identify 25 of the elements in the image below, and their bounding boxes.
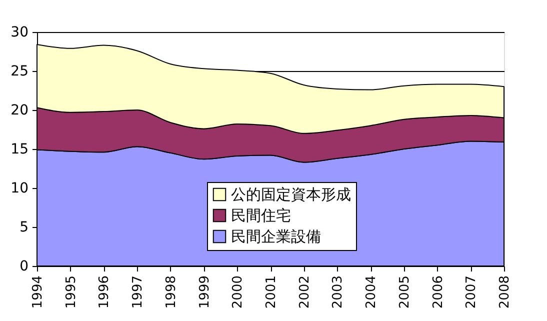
x-tick-label: 2000 — [230, 276, 246, 309]
y-tick-label: 0 — [20, 258, 28, 274]
x-tick-label: 1994 — [30, 276, 46, 309]
x-tick-label: 2007 — [464, 276, 480, 309]
y-tick-label: 30 — [10, 24, 28, 40]
x-tick-label: 1996 — [97, 276, 112, 309]
y-tick-label: 25 — [10, 64, 28, 80]
x-tick-label: 2001 — [264, 276, 279, 309]
x-tick-label: 2005 — [397, 276, 412, 309]
legend-label: 民間企業設備 — [231, 228, 321, 246]
y-tick-label: 10 — [10, 180, 28, 196]
y-tick-label: 5 — [20, 220, 28, 236]
x-tick-label: 1997 — [130, 276, 146, 309]
x-tick-label: 2003 — [330, 276, 346, 309]
x-tick-label: 2008 — [498, 276, 512, 309]
x-tick-label: 1995 — [64, 276, 79, 309]
y-tick-label: 20 — [10, 102, 28, 118]
x-tick-label: 1999 — [197, 276, 212, 309]
x-tick-label: 1998 — [164, 276, 179, 309]
x-tick-label: 2004 — [364, 276, 380, 309]
x-tick-label: 2006 — [430, 276, 446, 309]
legend-label: 公的固定資本形成 — [231, 186, 351, 204]
legend-label: 民間住宅 — [231, 206, 291, 224]
x-tick-label: 2002 — [297, 276, 312, 309]
y-tick-label: 15 — [10, 142, 28, 158]
